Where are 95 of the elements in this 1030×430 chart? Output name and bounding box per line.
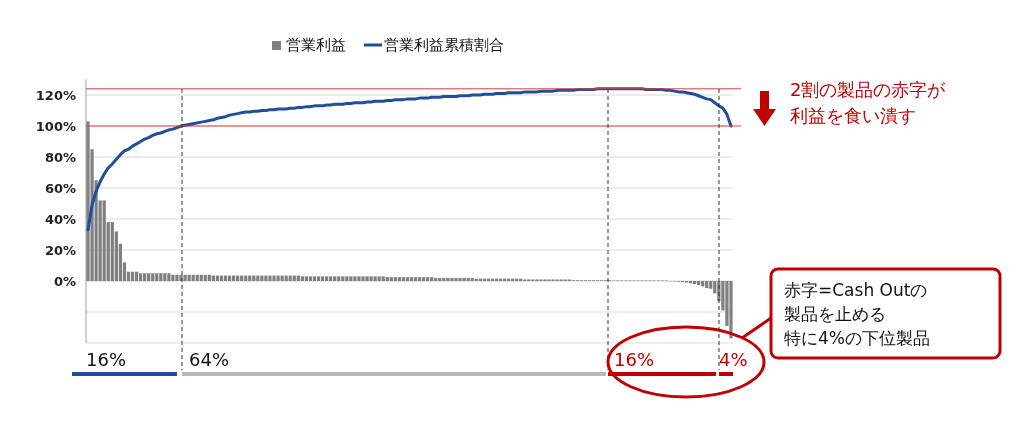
text: 16% — [614, 349, 655, 370]
bar — [417, 277, 422, 281]
bar — [143, 273, 147, 281]
text: 4% — [719, 349, 748, 370]
bar — [320, 276, 325, 281]
bar — [705, 281, 709, 288]
bar — [337, 276, 341, 281]
bar — [207, 274, 211, 281]
bar — [102, 200, 106, 281]
text: 16% — [86, 349, 127, 370]
bar — [373, 276, 377, 281]
bar — [151, 273, 155, 281]
bar — [434, 277, 438, 281]
bar — [401, 277, 406, 281]
bar — [312, 276, 317, 281]
y-tick-label: 20% — [44, 243, 76, 258]
bar — [426, 277, 430, 281]
bar — [308, 276, 313, 281]
bar — [110, 222, 114, 281]
bar — [203, 274, 207, 281]
bar — [438, 277, 442, 281]
bar — [147, 273, 151, 281]
bar — [697, 281, 701, 286]
bar — [377, 276, 381, 281]
bar — [409, 277, 414, 281]
bar — [385, 277, 389, 281]
bar — [260, 275, 264, 281]
line-series — [86, 87, 733, 232]
bar — [179, 274, 183, 281]
bar — [333, 276, 337, 281]
text: 2割の製品の赤字が — [790, 79, 947, 100]
bar — [316, 276, 321, 281]
legend-label: 営業利益累積割合 — [384, 36, 504, 54]
bar — [430, 277, 434, 281]
bar — [458, 277, 462, 281]
bar — [389, 277, 393, 281]
bar — [163, 273, 167, 281]
bar — [329, 276, 333, 281]
y-tick-label: 40% — [44, 212, 76, 227]
bar — [155, 273, 159, 281]
bar — [466, 277, 470, 281]
bar — [470, 277, 474, 281]
y-tick-label: 120% — [35, 88, 76, 103]
bar — [454, 277, 458, 281]
bar — [729, 281, 733, 339]
bar — [349, 276, 353, 281]
legend-label: 営業利益 — [286, 36, 346, 54]
y-tick-label: 60% — [44, 181, 76, 196]
bar — [442, 277, 446, 281]
bar — [86, 121, 90, 281]
bar — [446, 277, 450, 281]
bar — [268, 275, 272, 281]
text: 利益を食い潰す — [790, 105, 916, 126]
bar — [345, 276, 349, 281]
bar — [692, 281, 697, 285]
bar — [450, 277, 454, 281]
bar — [272, 275, 276, 281]
bar — [130, 271, 135, 281]
bar — [709, 281, 713, 289]
y-tick-label: 100% — [35, 119, 76, 134]
bar — [276, 275, 280, 281]
bar — [171, 274, 175, 281]
bar — [462, 277, 466, 281]
bar — [134, 271, 139, 281]
bar — [300, 276, 304, 281]
bar — [324, 276, 329, 281]
bar — [341, 276, 345, 281]
bar — [393, 277, 397, 281]
bar — [187, 274, 191, 281]
bar — [397, 277, 402, 281]
bar — [175, 274, 179, 281]
bar — [413, 277, 418, 281]
text: 64% — [189, 349, 230, 370]
bar — [405, 277, 410, 281]
bar — [191, 274, 195, 281]
bar — [159, 273, 163, 281]
bar — [138, 273, 143, 281]
y-tick-label: 0% — [53, 274, 76, 289]
bar — [183, 274, 187, 281]
bar — [369, 276, 373, 281]
text: 製品を止める — [784, 304, 886, 324]
bar — [381, 276, 385, 281]
bar — [357, 276, 361, 281]
bar — [195, 274, 199, 281]
text: 特に4%の下位製品 — [784, 328, 930, 348]
y-tick-label: 80% — [44, 150, 76, 165]
bar — [199, 274, 203, 281]
bar — [361, 276, 365, 281]
bar — [264, 275, 268, 281]
bar — [304, 276, 309, 281]
bar — [365, 276, 369, 281]
text: 赤字=Cash Outの — [784, 280, 928, 300]
bar — [353, 276, 357, 281]
bar — [167, 273, 171, 281]
bar — [422, 277, 426, 281]
